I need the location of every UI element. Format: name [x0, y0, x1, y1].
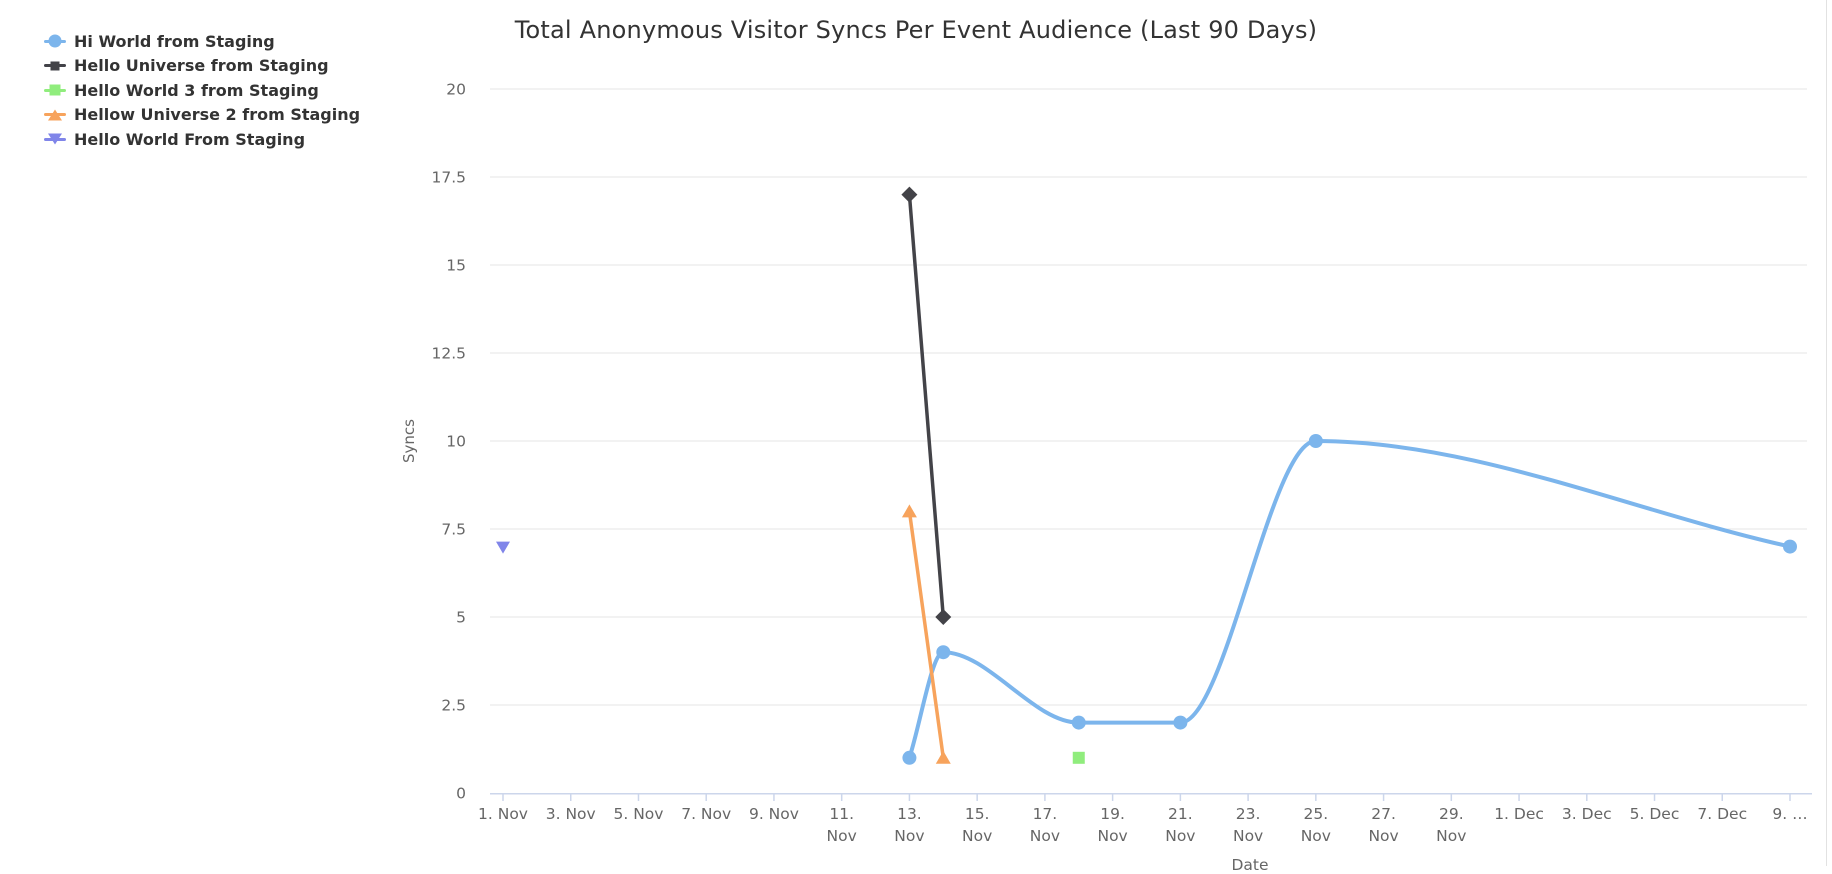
x-tick-label: 5. Nov [613, 805, 663, 823]
chart-title: Total Anonymous Visitor Syncs Per Event … [514, 16, 1318, 44]
legend-item-label: Hi World from Staging [74, 31, 275, 51]
y-tick-label: 17.5 [431, 169, 466, 187]
legend-marker-triangle-down-icon [44, 132, 66, 146]
x-tick-label: 21. Nov [1165, 805, 1195, 845]
legend: Hi World from Staging Hello Universe from… [44, 29, 360, 152]
square-marker[interactable] [1072, 751, 1085, 764]
x-tick-label: 3. Nov [546, 805, 596, 823]
x-tick-label: 9. … [1772, 805, 1807, 823]
legend-item[interactable]: Hellow Universe 2 from Staging [44, 103, 360, 128]
x-tick-label: 9. Nov [749, 805, 799, 823]
legend-item[interactable]: Hello Universe from Staging [44, 54, 360, 79]
legend-marker-square-icon [44, 83, 66, 97]
circle-marker[interactable] [1308, 434, 1323, 448]
x-tick-label: 15. Nov [962, 805, 992, 845]
y-axis-title: Syncs [400, 419, 418, 463]
x-tick-label: 25. Nov [1301, 805, 1331, 845]
x-tick-label: 23. Nov [1233, 805, 1263, 845]
x-tick-label: 3. Dec [1562, 805, 1612, 823]
x-tick-label: 29. Nov [1436, 805, 1466, 845]
x-tick-label: 7. Nov [681, 805, 731, 823]
triangle-up-marker[interactable] [901, 504, 917, 518]
scrollbar[interactable] [1826, 0, 1827, 866]
series-line [907, 192, 946, 619]
y-tick-label: 20 [446, 81, 466, 99]
y-tick-label: 12.5 [431, 345, 466, 363]
triangle-down-marker[interactable] [496, 541, 510, 554]
legend-item[interactable]: Hi World from Staging [44, 29, 360, 54]
legend-item-label: Hello World 3 from Staging [74, 80, 319, 100]
diamond-marker[interactable] [935, 609, 952, 625]
x-tick-label: 1. Nov [478, 805, 528, 823]
legend-marker-circle-icon [44, 34, 66, 48]
x-tick-label: 5. Dec [1630, 805, 1680, 823]
circle-marker[interactable] [1071, 715, 1086, 730]
legend-item[interactable]: Hello World 3 from Staging [44, 78, 360, 103]
y-tick-label: 7.5 [441, 521, 466, 539]
y-tick-label: 5 [456, 609, 466, 627]
x-tick-label: 17. Nov [1030, 805, 1060, 845]
x-tick-label: 11. Nov [827, 805, 857, 845]
circle-marker[interactable] [902, 750, 917, 765]
legend-item-label: Hello Universe from Staging [74, 56, 329, 76]
x-axis-title: Date [1231, 856, 1269, 874]
x-tick-label: 27. Nov [1368, 805, 1398, 845]
x-tick-label: 7. Dec [1697, 805, 1747, 823]
diamond-marker[interactable] [901, 186, 918, 203]
series-line [907, 509, 946, 760]
legend-item-label: Hellow Universe 2 from Staging [74, 105, 361, 125]
y-tick-label: 10 [446, 433, 466, 451]
x-tick-label: 19. Nov [1097, 805, 1127, 845]
circle-marker[interactable] [1173, 715, 1188, 730]
legend-marker-diamond-icon [44, 59, 66, 73]
series-line [907, 439, 1792, 760]
triangle-up-marker[interactable] [935, 750, 951, 764]
y-tick-label: 2.5 [441, 697, 466, 715]
legend-marker-triangle-up-icon [44, 108, 66, 122]
circle-marker[interactable] [1783, 539, 1797, 554]
circle-marker[interactable] [936, 645, 951, 660]
y-tick-label: 0 [456, 785, 466, 803]
x-tick-label: 1. Dec [1494, 805, 1544, 823]
legend-item[interactable]: Hello World From Staging [44, 127, 360, 152]
y-tick-label: 15 [446, 257, 466, 275]
legend-item-label: Hello World From Staging [74, 129, 306, 149]
x-tick-label: 13. Nov [894, 805, 924, 845]
